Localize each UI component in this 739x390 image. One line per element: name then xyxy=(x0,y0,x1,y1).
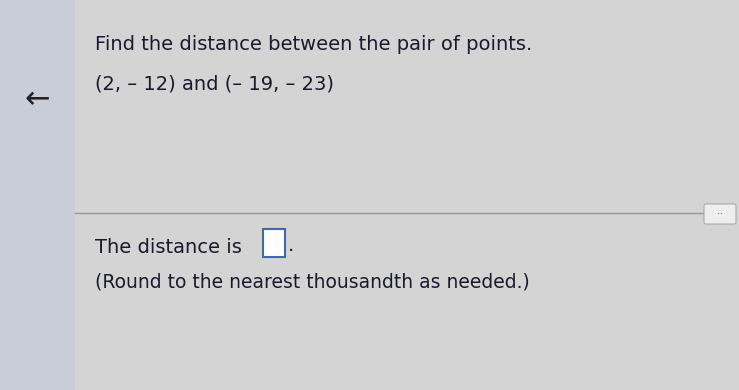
FancyBboxPatch shape xyxy=(704,204,736,224)
Text: ←: ← xyxy=(24,85,50,115)
Text: ··: ·· xyxy=(717,209,723,219)
Bar xyxy=(263,229,285,257)
Text: Find the distance between the pair of points.: Find the distance between the pair of po… xyxy=(95,35,532,54)
Text: (Round to the nearest thousandth as needed.): (Round to the nearest thousandth as need… xyxy=(95,272,530,291)
Text: The distance is: The distance is xyxy=(95,238,242,257)
Text: .: . xyxy=(288,236,294,255)
Text: (2, – 12) and (– 19, – 23): (2, – 12) and (– 19, – 23) xyxy=(95,75,334,94)
Bar xyxy=(0,0,75,390)
